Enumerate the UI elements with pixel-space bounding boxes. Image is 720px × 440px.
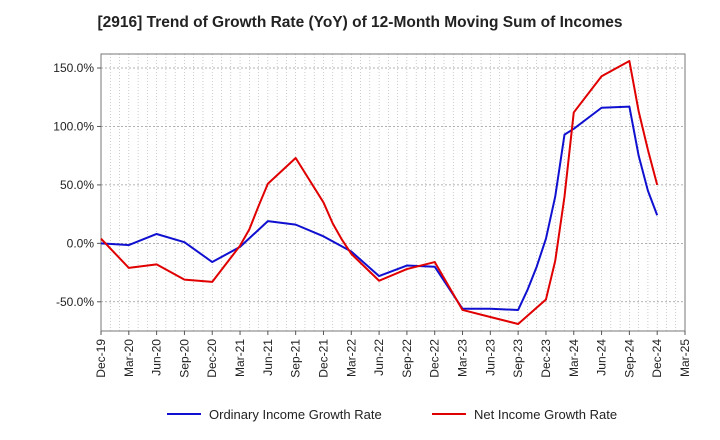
x-tick-label: Dec-22 (428, 339, 442, 378)
x-tick-label: Sep-23 (511, 339, 525, 378)
y-tick-label: 0.0% (67, 236, 95, 250)
y-tick-label: 150.0% (53, 61, 94, 75)
grid-layer (100, 54, 686, 331)
y-tick-label: 50.0% (60, 178, 94, 192)
y-tick-label: 100.0% (53, 119, 94, 133)
y-axis-ticks: -50.0% 0.0% 50.0% 100.0% 150.0% (53, 61, 101, 309)
x-axis-ticks: Dec-19 Mar-20 Jun-20 Sep-20 Dec-20 Mar-21 Jun-… (94, 331, 692, 378)
x-tick-label: Mar-25 (678, 339, 692, 377)
x-tick-label: Sep-20 (177, 339, 191, 378)
x-tick-label: Mar-21 (233, 339, 247, 377)
x-tick-label: Mar-20 (122, 339, 136, 377)
legend: Ordinary Income Growth Rate Net Income Gr… (167, 407, 617, 422)
x-tick-label: Mar-23 (456, 339, 470, 377)
series-layer (100, 60, 659, 325)
x-tick-label: Jun-22 (372, 339, 386, 376)
legend-label: Net Income Growth Rate (474, 407, 617, 422)
x-tick-label: Mar-22 (344, 339, 358, 377)
y-tick-label: -50.0% (56, 295, 94, 309)
x-tick-label: Dec-23 (539, 339, 553, 378)
x-tick-label: Sep-24 (622, 339, 636, 378)
x-tick-label: Sep-22 (400, 339, 414, 378)
x-tick-label: Sep-21 (289, 339, 303, 378)
x-tick-label: Dec-21 (316, 339, 330, 378)
x-tick-label: Dec-19 (94, 339, 108, 378)
chart-title: [2916] Trend of Growth Rate (YoY) of 12-… (97, 14, 623, 31)
plot-frame (100, 53, 686, 332)
legend-label: Ordinary Income Growth Rate (209, 407, 382, 422)
x-tick-label: Jun-20 (150, 339, 164, 376)
x-tick-label: Mar-24 (567, 339, 581, 377)
x-tick-label: Jun-24 (595, 339, 609, 376)
x-tick-label: Dec-24 (650, 339, 664, 378)
x-tick-label: Dec-20 (205, 339, 219, 378)
series-line (100, 60, 659, 325)
x-tick-label: Jun-23 (483, 339, 497, 376)
x-tick-label: Jun-21 (261, 339, 275, 376)
